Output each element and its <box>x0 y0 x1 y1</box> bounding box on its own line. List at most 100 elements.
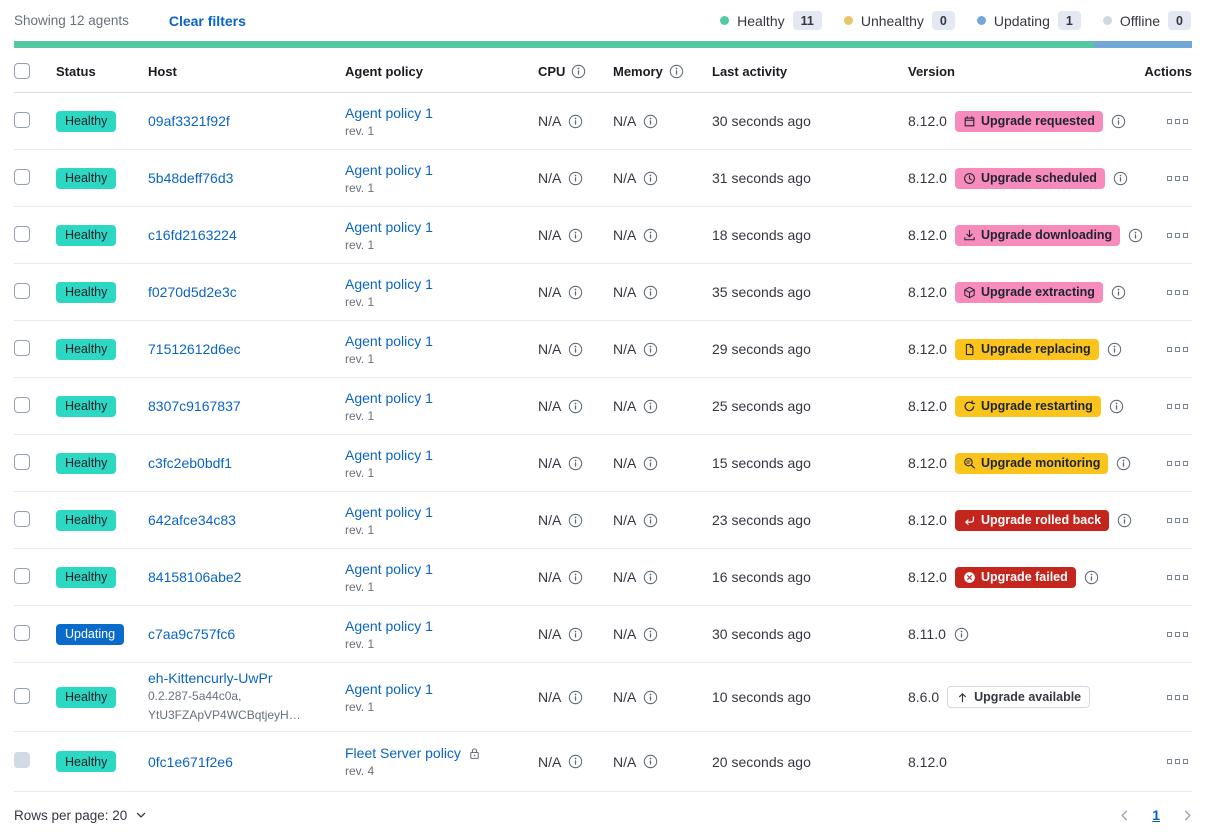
info-icon[interactable] <box>643 285 658 300</box>
agent-policy-link[interactable]: Agent policy 1 <box>345 680 433 697</box>
row-actions-button[interactable] <box>1167 289 1188 295</box>
host-link[interactable]: c16fd2163224 <box>148 227 237 243</box>
info-icon[interactable] <box>954 627 969 642</box>
agent-policy-link[interactable]: Agent policy 1 <box>345 332 433 349</box>
row-actions-button[interactable] <box>1167 346 1188 352</box>
column-header-policy[interactable]: Agent policy <box>345 63 424 79</box>
rows-per-page-button[interactable]: Rows per page: 20 <box>14 808 148 823</box>
legend-item-healthy[interactable]: Healthy 11 <box>720 11 822 30</box>
upgrade-status-badge[interactable]: Upgrade monitoring <box>954 452 1109 474</box>
agent-policy-link[interactable]: Agent policy 1 <box>345 104 433 121</box>
column-header-cpu[interactable]: CPU <box>538 64 613 79</box>
info-icon[interactable] <box>568 456 583 471</box>
info-icon[interactable] <box>1109 399 1124 414</box>
agent-policy-link[interactable]: Agent policy 1 <box>345 503 433 520</box>
upgrade-status-badge[interactable]: Upgrade extracting <box>954 281 1103 303</box>
info-icon[interactable] <box>643 690 658 705</box>
legend-item-updating[interactable]: Updating 1 <box>976 11 1081 30</box>
row-checkbox[interactable] <box>14 624 30 641</box>
host-link[interactable]: 0fc1e671f2e6 <box>148 753 233 770</box>
row-actions-button[interactable] <box>1167 631 1188 637</box>
info-icon[interactable] <box>643 754 658 769</box>
upgrade-status-badge[interactable]: Upgrade available <box>947 686 1091 708</box>
info-icon[interactable] <box>1113 171 1128 186</box>
row-checkbox[interactable] <box>14 282 30 299</box>
select-all-checkbox[interactable] <box>14 63 30 79</box>
upgrade-status-badge[interactable]: Upgrade requested <box>954 110 1103 132</box>
agent-policy-link[interactable]: Agent policy 1 <box>345 218 433 235</box>
info-icon[interactable] <box>643 570 658 585</box>
agent-policy-link[interactable]: Fleet Server policy <box>345 745 461 761</box>
info-icon[interactable] <box>643 456 658 471</box>
info-icon[interactable] <box>571 64 586 79</box>
info-icon[interactable] <box>643 513 658 528</box>
clear-filters-button[interactable]: Clear filters <box>168 12 246 29</box>
host-link[interactable]: c7aa9c757fc6 <box>148 626 236 642</box>
column-header-last-activity[interactable]: Last activity <box>712 63 788 79</box>
host-link[interactable]: 8307c9167837 <box>148 398 241 414</box>
row-checkbox[interactable] <box>14 339 30 356</box>
agent-policy-link[interactable]: Agent policy 1 <box>345 161 433 178</box>
row-checkbox[interactable] <box>14 168 30 185</box>
info-icon[interactable] <box>568 285 583 300</box>
agent-policy-link[interactable]: Agent policy 1 <box>345 446 433 463</box>
info-icon[interactable] <box>1111 114 1126 129</box>
row-checkbox[interactable] <box>14 453 30 470</box>
info-icon[interactable] <box>643 228 658 243</box>
column-header-host[interactable]: Host <box>148 63 177 79</box>
host-link[interactable]: 84158106abe2 <box>148 569 242 585</box>
info-icon[interactable] <box>568 570 583 585</box>
row-checkbox[interactable] <box>14 567 30 584</box>
legend-item-offline[interactable]: Offline 0 <box>1102 11 1191 30</box>
agent-policy-link[interactable]: Agent policy 1 <box>345 617 433 634</box>
column-header-memory[interactable]: Memory <box>613 64 712 79</box>
info-icon[interactable] <box>1084 570 1099 585</box>
info-icon[interactable] <box>568 171 583 186</box>
info-icon[interactable] <box>568 114 583 129</box>
host-link[interactable]: 71512612d6ec <box>148 341 241 357</box>
upgrade-status-badge[interactable]: Upgrade restarting <box>954 395 1101 417</box>
host-link[interactable]: eh-Kittencurly-UwPr <box>148 670 273 687</box>
info-icon[interactable] <box>568 228 583 243</box>
info-icon[interactable] <box>568 513 583 528</box>
row-checkbox[interactable] <box>14 687 30 704</box>
row-checkbox[interactable] <box>14 111 30 128</box>
info-icon[interactable] <box>568 627 583 642</box>
host-link[interactable]: c3fc2eb0bdf1 <box>148 455 233 471</box>
host-link[interactable]: 09af3321f92f <box>148 113 230 129</box>
row-actions-button[interactable] <box>1167 694 1188 700</box>
previous-page-button[interactable] <box>1117 808 1132 823</box>
row-actions-button[interactable] <box>1167 574 1188 580</box>
row-actions-button[interactable] <box>1167 759 1188 764</box>
page-number-button[interactable]: 1 <box>1152 807 1160 823</box>
agent-policy-link[interactable]: Agent policy 1 <box>345 275 433 292</box>
info-icon[interactable] <box>568 342 583 357</box>
info-icon[interactable] <box>1128 228 1143 243</box>
next-page-button[interactable] <box>1180 808 1195 823</box>
info-icon[interactable] <box>568 690 583 705</box>
row-actions-button[interactable] <box>1167 460 1188 466</box>
info-icon[interactable] <box>669 64 684 79</box>
info-icon[interactable] <box>1117 513 1132 528</box>
info-icon[interactable] <box>1107 342 1122 357</box>
info-icon[interactable] <box>568 754 583 769</box>
upgrade-status-badge[interactable]: Upgrade rolled back <box>954 509 1110 531</box>
column-header-version[interactable]: Version <box>908 63 955 79</box>
info-icon[interactable] <box>643 342 658 357</box>
info-icon[interactable] <box>643 114 658 129</box>
row-actions-button[interactable] <box>1167 175 1188 181</box>
info-icon[interactable] <box>643 171 658 186</box>
agent-policy-link[interactable]: Agent policy 1 <box>345 389 433 406</box>
info-icon[interactable] <box>643 627 658 642</box>
row-actions-button[interactable] <box>1167 232 1188 238</box>
legend-item-unhealthy[interactable]: Unhealthy 0 <box>843 11 955 30</box>
agent-policy-link[interactable]: Agent policy 1 <box>345 560 433 577</box>
upgrade-status-badge[interactable]: Upgrade replacing <box>954 338 1099 360</box>
info-icon[interactable] <box>1116 456 1131 471</box>
host-link[interactable]: f0270d5d2e3c <box>148 284 237 300</box>
info-icon[interactable] <box>1111 285 1126 300</box>
row-actions-button[interactable] <box>1167 517 1188 523</box>
host-link[interactable]: 5b48deff76d3 <box>148 170 234 186</box>
row-actions-button[interactable] <box>1167 118 1188 124</box>
upgrade-status-badge[interactable]: Upgrade failed <box>954 566 1076 588</box>
